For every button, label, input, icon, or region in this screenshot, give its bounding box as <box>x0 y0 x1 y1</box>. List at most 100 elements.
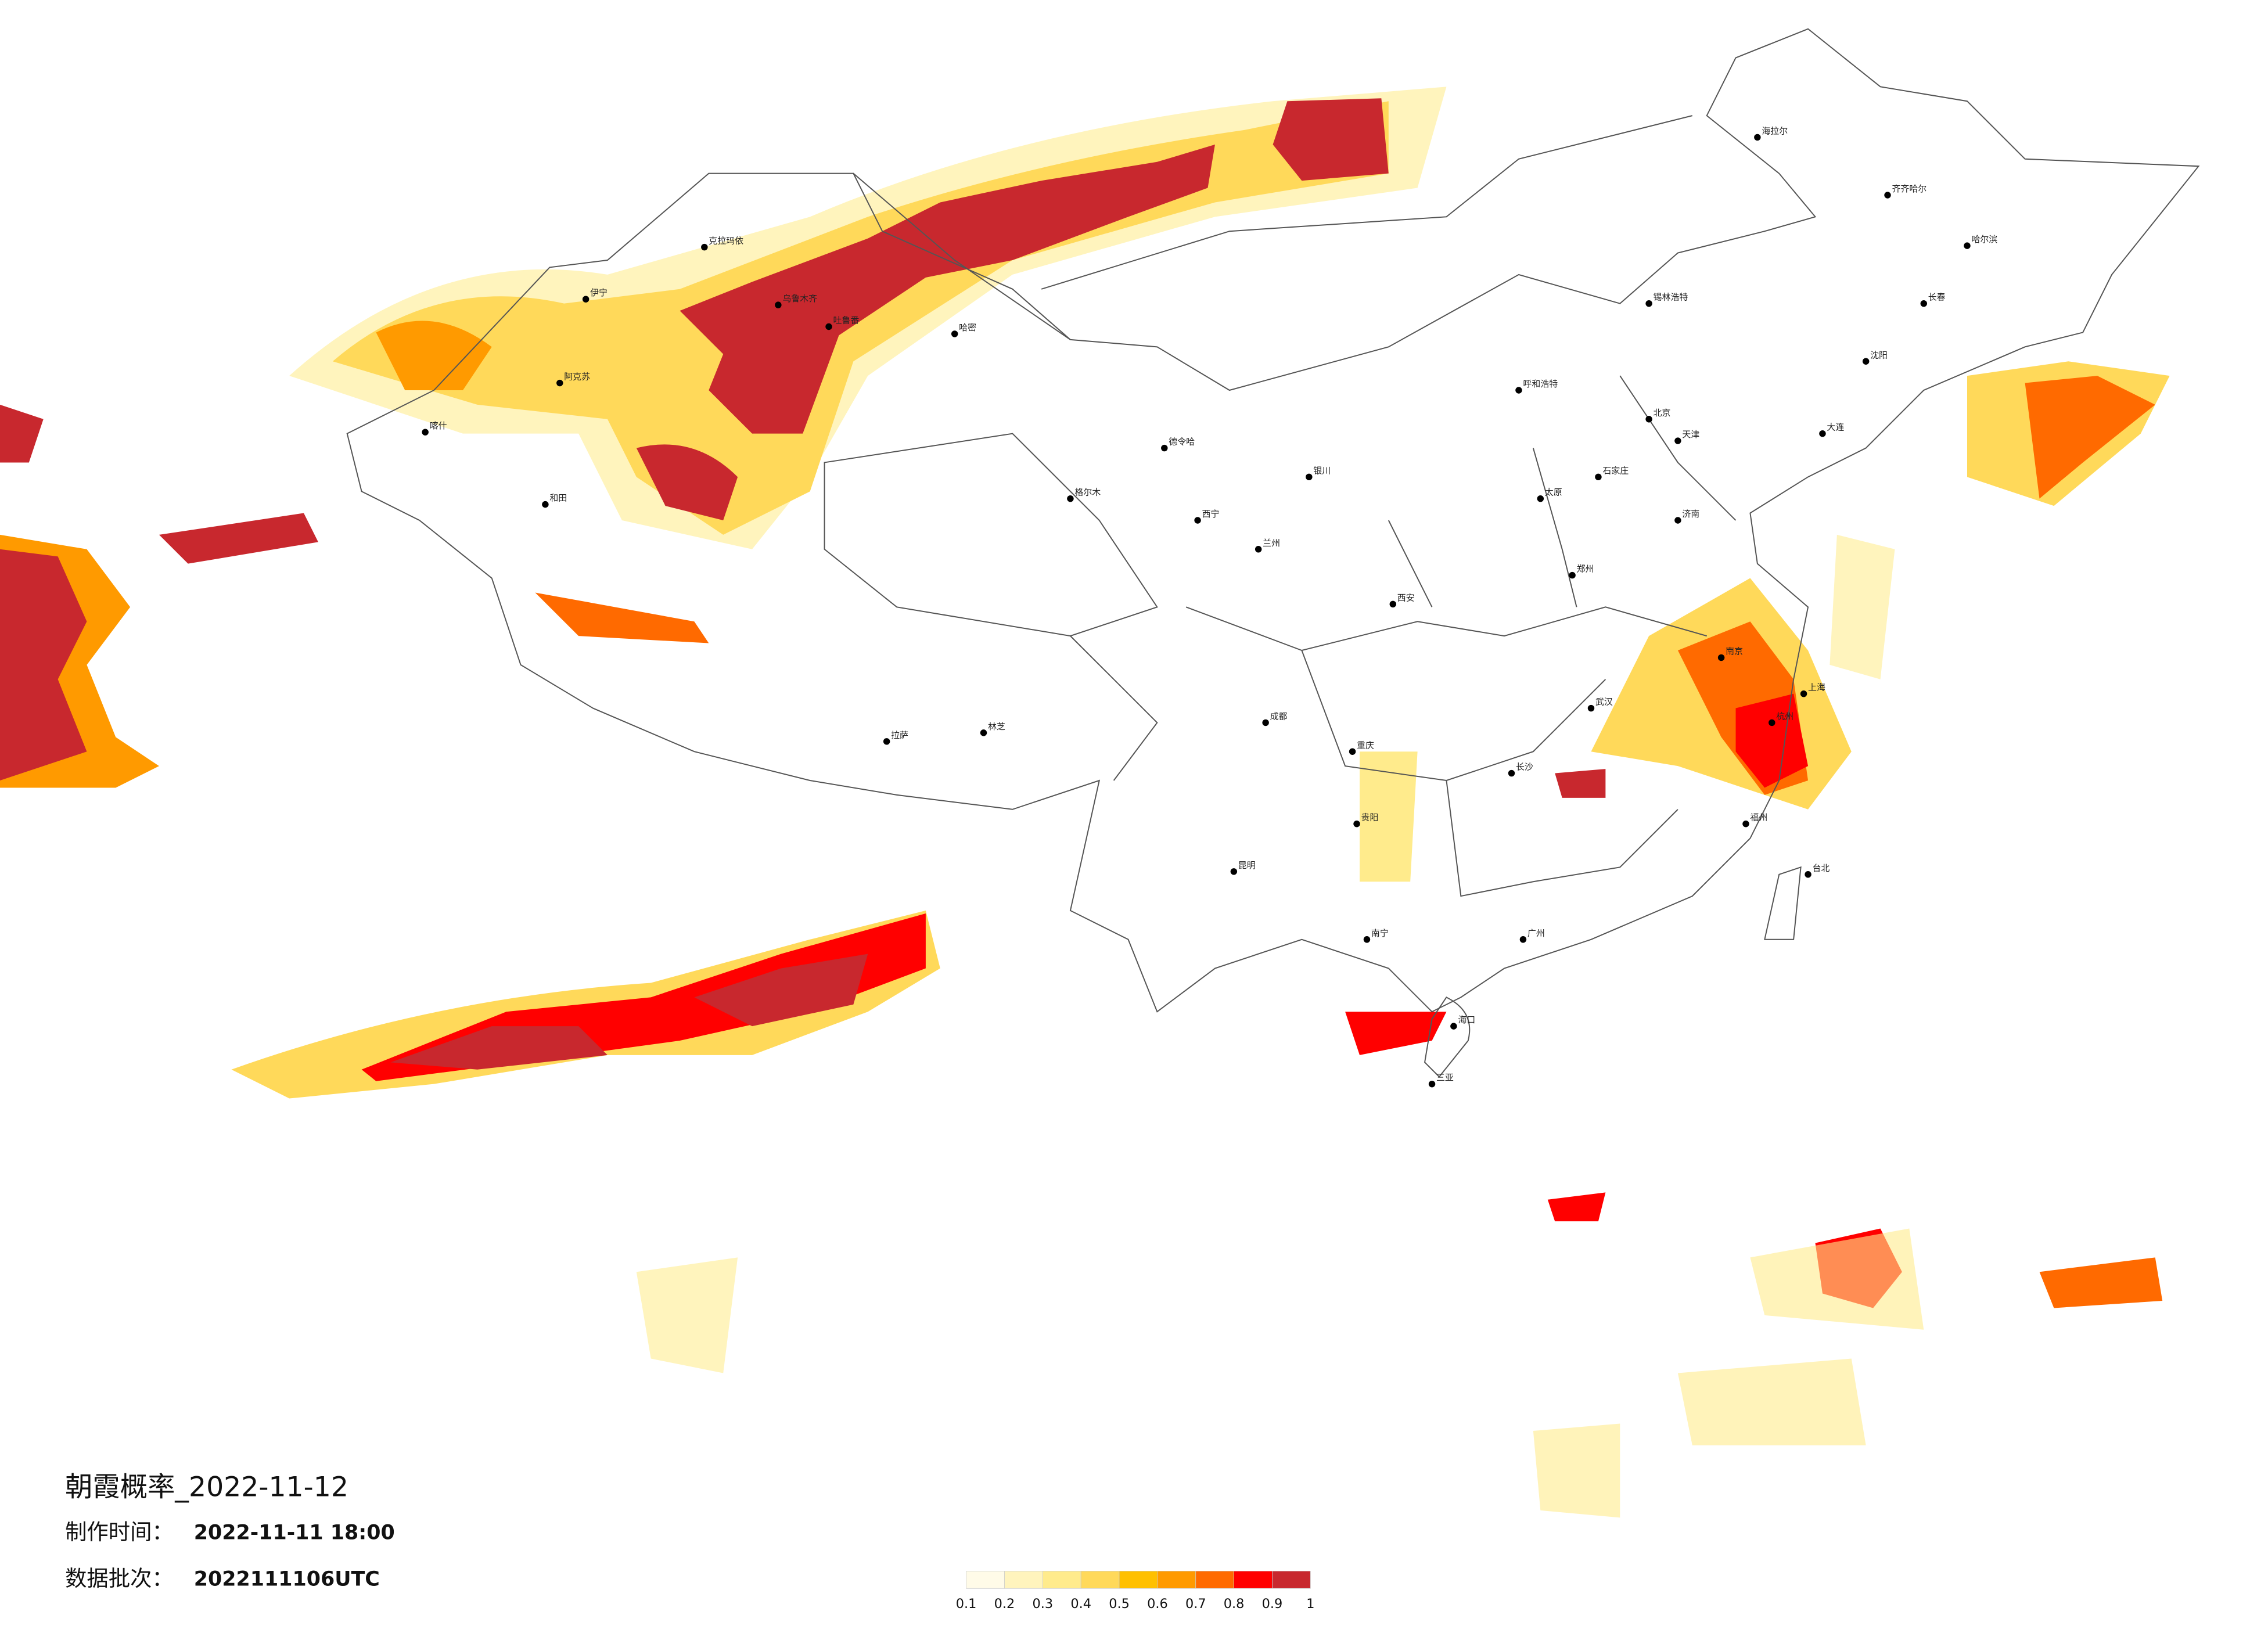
city-label: 银川 <box>1313 465 1331 476</box>
city-dot <box>1067 495 1074 502</box>
city-label: 林芝 <box>988 721 1005 732</box>
city-dot <box>422 429 429 436</box>
city-dot <box>1194 517 1201 524</box>
city-dot <box>1769 719 1775 726</box>
city-dot <box>825 323 832 330</box>
city-dot <box>542 501 549 508</box>
issue-value: 2022-11-11 18:00 <box>194 1521 395 1545</box>
city-label: 武汉 <box>1595 697 1613 707</box>
city-dot <box>1428 1080 1436 1088</box>
city-label: 上海 <box>1808 682 1825 693</box>
legend-swatch <box>1234 1571 1273 1589</box>
city-label: 乌鲁木齐 <box>782 293 817 304</box>
city-label: 喀什 <box>430 420 447 431</box>
city-label: 北京 <box>1654 408 1671 418</box>
city-label: 齐齐哈尔 <box>1892 184 1926 194</box>
city-label: 哈尔滨 <box>1971 234 1997 244</box>
city-label: 格尔木 <box>1074 487 1101 498</box>
map-title: 朝霞概率_2022-11-12 <box>65 1472 348 1503</box>
city-dot <box>980 729 987 736</box>
city-label: 西宁 <box>1202 509 1220 519</box>
legend-swatch <box>1042 1571 1081 1589</box>
city-label: 克拉玛依 <box>709 236 743 246</box>
city-label: 拉萨 <box>891 730 908 740</box>
probability-field <box>0 87 2170 1518</box>
city-label: 西安 <box>1397 592 1415 603</box>
city-label: 广州 <box>1527 928 1545 938</box>
city-dot <box>1230 868 1238 875</box>
city-dot <box>1862 358 1870 365</box>
city-label: 台北 <box>1813 863 1830 873</box>
city-label: 沈阳 <box>1870 350 1888 360</box>
legend-tick-label: 0.6 <box>1147 1596 1168 1611</box>
city-label: 郑州 <box>1577 564 1594 574</box>
city-dot <box>1645 300 1652 307</box>
city-label: 杭州 <box>1776 711 1793 721</box>
city-dot <box>556 379 563 387</box>
city-label: 海拉尔 <box>1762 125 1788 136</box>
city-label: 三亚 <box>1436 1073 1454 1083</box>
legend-tick-label: 0.8 <box>1224 1596 1245 1611</box>
city-dot <box>1508 769 1515 777</box>
boundaries <box>346 28 2200 1078</box>
city-dot <box>883 738 890 745</box>
city-dot <box>701 243 708 251</box>
city-label: 石家庄 <box>1602 465 1629 476</box>
city-label: 锡林浩特 <box>1654 292 1688 303</box>
legend-swatch <box>1195 1571 1234 1589</box>
city-label: 南宁 <box>1371 928 1389 938</box>
issue-label: 制作时间： <box>65 1519 174 1545</box>
city-dot <box>1964 242 1971 249</box>
city-label: 海口 <box>1458 1015 1475 1025</box>
city-label: 长沙 <box>1516 762 1533 772</box>
city-dot <box>1161 444 1168 452</box>
legend-swatch <box>1080 1571 1120 1589</box>
city-dot <box>1389 600 1397 608</box>
legend-tick-label: 0.7 <box>1185 1596 1206 1611</box>
city-dot <box>1569 571 1576 579</box>
city-dot <box>775 301 782 308</box>
city-dot <box>1255 546 1262 553</box>
city-dot <box>1353 820 1360 828</box>
city-label: 贵阳 <box>1361 812 1378 823</box>
city-label: 哈密 <box>959 322 976 333</box>
legend-swatch <box>1272 1571 1311 1589</box>
city-dot <box>1519 936 1527 943</box>
city-dot <box>1645 416 1652 423</box>
city-label: 阿克苏 <box>564 372 590 382</box>
city-label: 长春 <box>1928 292 1946 303</box>
city-label: 大连 <box>1827 422 1844 433</box>
city-dot <box>1587 704 1595 712</box>
legend-tick-label: 1 <box>1306 1596 1314 1611</box>
city-label: 成都 <box>1270 711 1288 721</box>
legend-tick-label: 0.3 <box>1033 1596 1054 1611</box>
city-dot <box>1450 1023 1457 1030</box>
city-label: 太原 <box>1545 487 1562 498</box>
legend-tick-label: 0.2 <box>994 1596 1015 1611</box>
city-label: 重庆 <box>1357 740 1374 750</box>
city-dot <box>1742 820 1749 828</box>
city-dot <box>951 330 958 337</box>
city-dot <box>1884 192 1891 199</box>
batch-label: 数据批次： <box>65 1566 174 1591</box>
city-dot <box>1262 719 1269 726</box>
city-dot <box>1920 300 1928 307</box>
city-dot <box>1674 517 1681 524</box>
legend-tick-label: 0.5 <box>1109 1596 1130 1611</box>
batch-value: 2022111106UTC <box>194 1567 380 1591</box>
city-dot <box>1754 134 1761 141</box>
city-dot <box>1800 690 1807 697</box>
legend-tick-label: 0.1 <box>956 1596 977 1611</box>
city-label: 伊宁 <box>590 287 608 298</box>
city-dot <box>1306 473 1313 481</box>
city-label: 兰州 <box>1263 538 1280 548</box>
city-label: 呼和浩特 <box>1523 379 1558 389</box>
city-dot <box>1805 871 1811 878</box>
city-label: 福州 <box>1750 812 1767 823</box>
city-dot <box>1363 936 1371 943</box>
city-label: 天津 <box>1682 429 1699 440</box>
city-label: 吐鲁番 <box>833 315 859 326</box>
city-dot <box>1537 495 1544 502</box>
